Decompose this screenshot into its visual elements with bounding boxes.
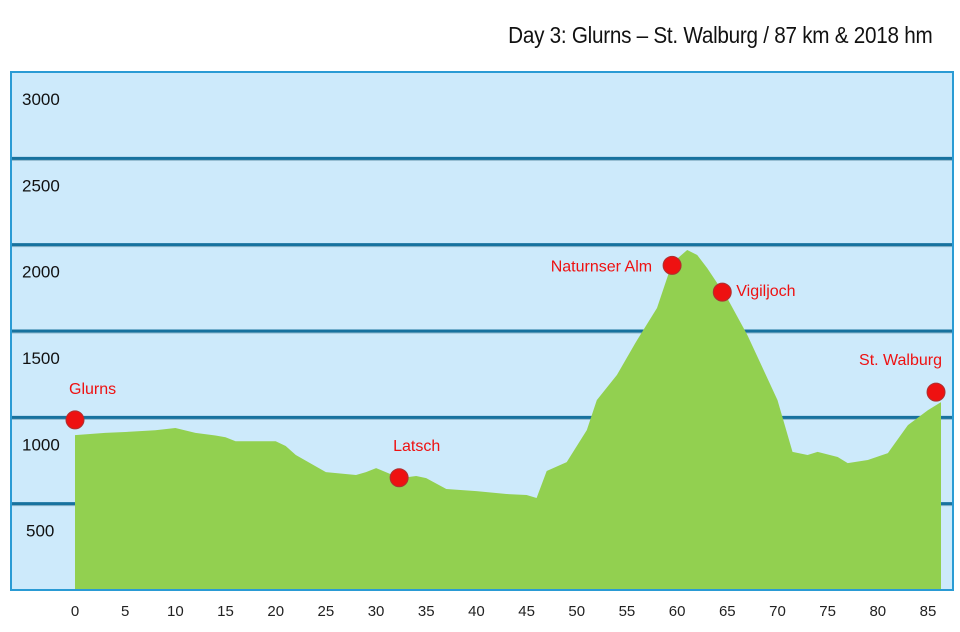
x-tick-label: 10 (167, 603, 184, 620)
marker-label: Vigiljoch (736, 283, 795, 300)
marker-label: Glurns (69, 381, 116, 398)
marker-dot (65, 410, 85, 430)
plot-frame (10, 71, 954, 591)
x-tick-label: 25 (318, 603, 335, 620)
x-tick-label: 20 (267, 603, 284, 620)
x-tick-label: 5 (121, 603, 129, 620)
y-tick-label: 1500 (22, 349, 60, 368)
y-tick-label: 3000 (22, 90, 60, 109)
x-tick-label: 65 (719, 603, 736, 620)
x-tick-label: 0 (71, 603, 79, 620)
chart-title: Day 3: Glurns – St. Walburg / 87 km & 20… (507, 22, 933, 48)
y-tick-label: 2000 (22, 263, 60, 282)
x-tick-label: 35 (418, 603, 435, 620)
elevation-area (75, 250, 941, 590)
marker-label: Latsch (393, 438, 440, 455)
x-tick-label: 50 (568, 603, 585, 620)
x-tick-label: 75 (819, 603, 836, 620)
marker-label: St. Walburg (859, 352, 942, 369)
x-tick-label: 55 (619, 603, 636, 620)
x-tick-label: 30 (368, 603, 385, 620)
y-tick-label: 1000 (22, 435, 60, 454)
x-tick-label: 70 (769, 603, 786, 620)
y-tick-label: 2500 (22, 176, 60, 195)
x-tick-label: 85 (920, 603, 937, 620)
x-tick-label: 80 (869, 603, 886, 620)
marker-dot (926, 382, 946, 402)
y-tick-label: 500 (26, 522, 54, 541)
x-tick-label: 15 (217, 603, 234, 620)
marker-label: Naturnser Alm (551, 258, 652, 275)
x-tick-label: 45 (518, 603, 535, 620)
marker-dot (662, 255, 682, 275)
x-tick-label: 40 (468, 603, 485, 620)
marker-dot (389, 468, 409, 488)
x-tick-label: 60 (669, 603, 686, 620)
marker-dot (712, 282, 732, 302)
